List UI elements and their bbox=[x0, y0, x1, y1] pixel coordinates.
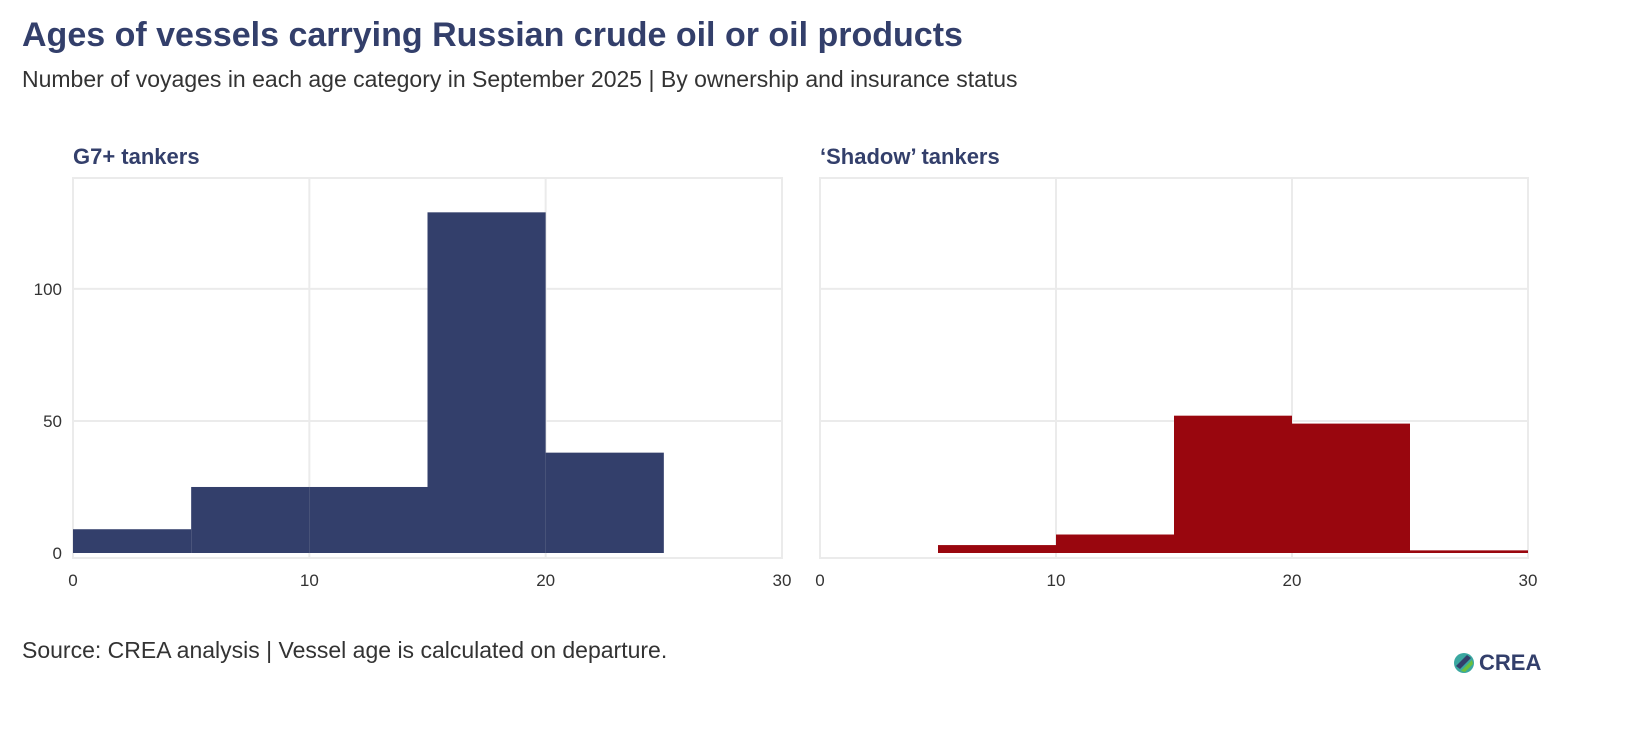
crea-logo-icon bbox=[1454, 653, 1474, 673]
x-tick-label: 0 bbox=[68, 571, 77, 590]
panel-border bbox=[819, 177, 1529, 559]
histogram-bar bbox=[191, 486, 310, 553]
panel-border bbox=[72, 177, 783, 559]
panel-title: G7+ tankers bbox=[73, 144, 200, 169]
x-tick-label: 10 bbox=[300, 571, 319, 590]
chart-title: Ages of vessels carrying Russian crude o… bbox=[22, 16, 963, 54]
x-tick-label: 0 bbox=[815, 571, 824, 590]
y-tick-label: 100 bbox=[34, 280, 62, 299]
source-note: Source: CREA analysis | Vessel age is ca… bbox=[22, 637, 668, 663]
histogram-bar bbox=[1174, 415, 1292, 553]
x-tick-label: 20 bbox=[1283, 571, 1302, 590]
chart-subtitle: Number of voyages in each age category i… bbox=[22, 66, 1018, 92]
x-tick-label: 30 bbox=[773, 571, 792, 590]
histogram-bar bbox=[938, 545, 1056, 553]
x-tick-label: 30 bbox=[1519, 571, 1538, 590]
panel-2: ‘Shadow’ tankers 0 10 20 30 bbox=[815, 144, 1537, 590]
panel-title: ‘Shadow’ tankers bbox=[820, 144, 1000, 169]
panel-1: G7+ tankers 0 10 20 30 0 50 100 bbox=[34, 144, 792, 590]
histogram-bar bbox=[1410, 550, 1528, 553]
crea-logo: CREA bbox=[1453, 650, 1541, 676]
x-tick-label: 10 bbox=[1047, 571, 1066, 590]
histogram-bar bbox=[1292, 423, 1410, 553]
histogram-bar bbox=[1056, 534, 1174, 553]
y-tick-label: 0 bbox=[53, 544, 62, 563]
histogram-bar bbox=[309, 486, 428, 553]
histogram-bar bbox=[427, 212, 546, 553]
histogram-bar bbox=[545, 452, 664, 553]
crea-logo-text: CREA bbox=[1479, 650, 1542, 675]
histogram-bar bbox=[73, 529, 192, 553]
x-tick-label: 20 bbox=[536, 571, 555, 590]
y-tick-label: 50 bbox=[43, 412, 62, 431]
